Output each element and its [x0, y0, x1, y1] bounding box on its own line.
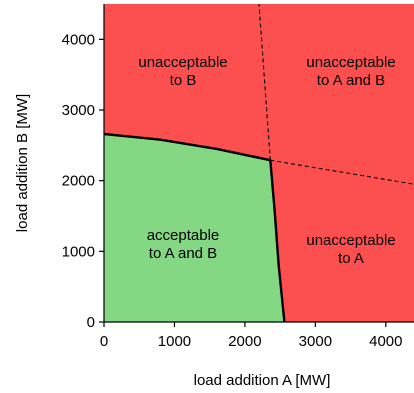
boundaries: [103, 3, 414, 323]
regions: [104, 4, 414, 322]
region-label-unacceptable-a: unacceptable to A: [306, 232, 395, 267]
y-tick-label: 3000: [62, 102, 95, 119]
region-label-acceptable-a-b: acceptable to A and B: [147, 227, 220, 262]
y-tick-label: 0: [87, 314, 95, 331]
x-tick-label: 3000: [299, 333, 332, 350]
region-label-unacceptable-b: unacceptable to B: [138, 54, 227, 89]
x-tick-label: 1000: [158, 333, 191, 350]
y-tick-label: 1000: [62, 243, 95, 260]
y-tick-label: 2000: [62, 173, 95, 190]
y-axis-label: load addition B [MW]: [14, 94, 31, 232]
region-label-unacceptable-a-b: unacceptable to A and B: [306, 54, 395, 89]
x-tick-label: 0: [100, 333, 108, 350]
x-tick-label: 4000: [369, 333, 402, 350]
labels: acceptable to A and B unacceptable to B unac…: [138, 54, 395, 267]
axes: 0 1000 2000 3000 4000 0 1000 2000 3000 4000 load a…: [14, 4, 414, 389]
acceptable-region: [104, 134, 285, 322]
limit-b-extension-dashed: [270, 159, 414, 185]
x-tick-label: 2000: [228, 333, 261, 350]
x-axis-label: load addition A [MW]: [194, 372, 331, 389]
limit-b-boundary: [103, 132, 271, 162]
limit-a-boundary: [269, 160, 286, 323]
y-tick-label: 4000: [62, 31, 95, 48]
limit-a-extension-dashed: [258, 3, 271, 161]
